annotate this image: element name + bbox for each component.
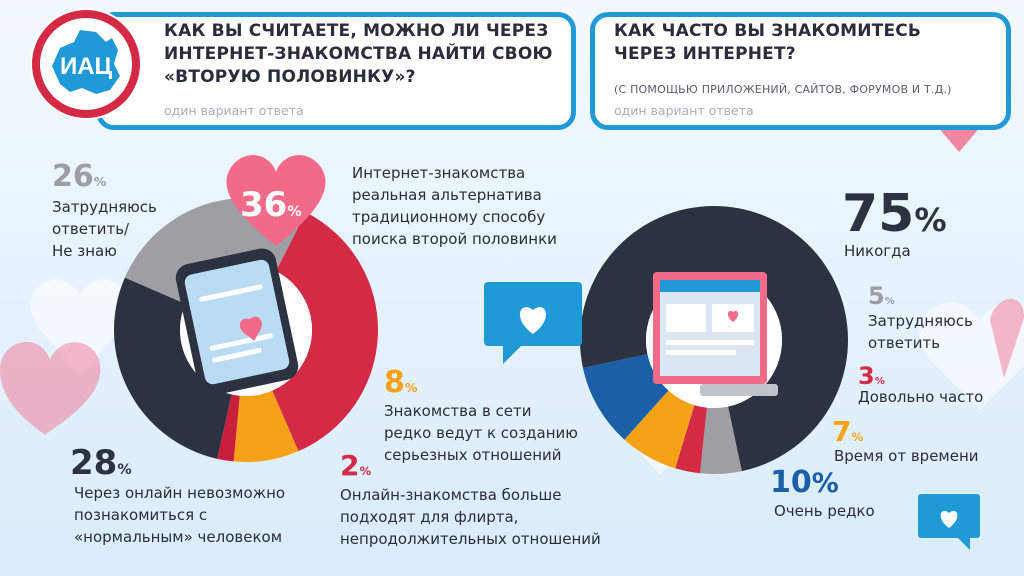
percent-sign: % [874,376,885,387]
donut-slice-2 [217,394,240,462]
label-2-value: 2% [340,452,371,480]
text-line: познакомиться с [74,506,208,524]
value-number: 8 [384,365,405,400]
donut-slice-36 [272,212,378,452]
text-line: Через онлайн невозможно [74,484,286,502]
percent-sign: % [851,430,864,444]
value-number: 28 [70,443,118,483]
label-5-text: Затрудняюсь ответить [868,310,973,354]
donut-slice-8 [233,390,299,462]
title-line: ИНТЕРНЕТ-ЗНАКОМСТВА НАЙТИ СВОЮ [164,44,553,64]
label-28-value: 28% [70,446,132,480]
value-number: 26 [52,159,94,194]
label-8-text: Знакомства в сети редко ведут к созданию… [384,400,578,466]
percent-sign: % [404,380,418,395]
label-75-text: Никогда [844,240,911,262]
donut-slice-10 [582,354,669,440]
text-line: Затрудняюсь [52,198,157,216]
donut-hole [646,272,782,408]
text-line: традиционному способу [352,208,546,226]
value-number: 5 [868,282,885,310]
label-10-text: Очень редко [774,500,875,522]
label-8-value: 8% [384,368,418,398]
label-36-value: 36% [240,188,302,222]
label-26-value: 26% [52,162,106,192]
question-1-hint: один вариант ответа [164,103,304,118]
label-3-value: 3% [858,364,885,388]
label-7-value: 7% [832,418,863,446]
text-line: реальная альтернатива [352,186,542,204]
title-line: ЧЕРЕЗ ИНТЕРНЕТ? [614,44,796,64]
percent-sign: % [287,204,302,220]
text-line: Затрудняюсь [868,312,973,330]
text-line: серьезных отношений [384,446,562,464]
percent-sign: % [359,464,372,478]
text-line: непродолжительных отношений [340,530,601,548]
text-line: ответить [868,334,941,352]
label-2-text: Онлайн-знакомства больше подходят для фл… [340,484,601,550]
value-number: 7 [832,415,852,448]
text-line: Очень редко [774,502,875,520]
title-line: КАК ЧАСТО ВЫ ЗНАКОМИТЕСЬ [614,21,922,41]
text-line: подходят для флирта, [340,508,519,526]
text-line: Интернет-знакомства [352,164,526,182]
title-line: КАК ВЫ СЧИТАЕТЕ, МОЖНО ЛИ ЧЕРЕЗ [164,21,549,41]
text-line: Время от времени [834,447,979,465]
title-line: «ВТОРУЮ ПОЛОВИНКУ»? [164,67,416,87]
donut-slice-5 [699,406,742,474]
text-line: редко ведут к созданию [384,424,578,442]
value-number: 3 [858,362,875,390]
question-2-title: КАК ЧАСТО ВЫ ЗНАКОМИТЕСЬ ЧЕРЕЗ ИНТЕРНЕТ? [614,20,921,66]
label-36-text: Интернет-знакомства реальная альтернатив… [352,162,557,250]
question-2-subtitle: (С ПОМОЩЬЮ ПРИЛОЖЕНИЙ, САЙТОВ, ФОРУМОВ И… [614,83,952,96]
label-26-text: Затрудняюсь ответить/ Не знаю [52,196,157,262]
donut-slice-3 [675,405,707,474]
question-2-panel [590,12,1011,130]
value-number: 75 [842,184,915,244]
label-7-text: Время от времени [834,445,979,467]
label-75-value: 75% [842,188,947,240]
donut-slice-75 [580,205,848,472]
text-line: Довольно часто [858,388,984,406]
percent-sign: % [117,462,132,478]
question-1-title: КАК ВЫ СЧИТАЕТЕ, МОЖНО ЛИ ЧЕРЕЗ ИНТЕРНЕТ… [164,20,553,89]
percent-sign: % [811,468,839,499]
text-line: поиска второй половинки [352,230,557,248]
percent-sign: % [93,174,107,189]
question-1-panel [96,12,576,130]
value-number: 36 [240,185,288,225]
text-line: Онлайн-знакомства больше [340,486,562,504]
text-line: Знакомства в сети [384,402,532,420]
value-number: 10 [770,465,812,500]
label-3-text: Довольно часто [858,386,983,408]
question-2-hint: один вариант ответа [614,103,754,118]
percent-sign: % [884,296,895,307]
text-line: «нормальным» человеком [74,528,283,546]
value-number: 2 [340,449,360,482]
label-28-text: Через онлайн невозможно познакомиться с … [74,482,285,548]
text-line: ответить/ [52,220,130,238]
donut-slice-7 [624,390,695,469]
text-line: Не знаю [52,242,117,260]
donut-slice-28 [114,277,232,459]
label-10-value: 10% [770,468,839,498]
label-5-value: 5% [868,284,895,308]
percent-sign: % [914,201,947,239]
text-line: Никогда [844,242,911,260]
